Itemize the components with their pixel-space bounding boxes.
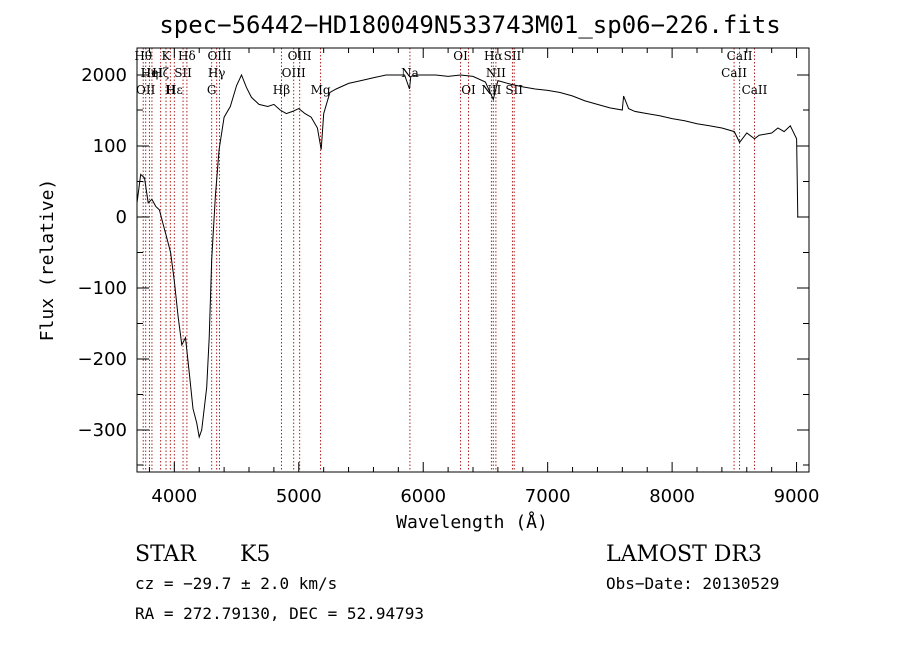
marker-label: NII: [486, 66, 506, 80]
x-tick-label: 9000: [774, 486, 820, 507]
x-tick-label: 7000: [525, 486, 571, 507]
y-tick-label: −100: [78, 278, 127, 299]
x-tick-label: 6000: [400, 486, 446, 507]
marker-label: OII: [136, 83, 156, 97]
y-tick-label: 0: [116, 207, 127, 228]
marker-label: HeI: [141, 66, 164, 80]
marker-label: OIII: [282, 66, 306, 80]
y-tick-label: 100: [93, 136, 127, 157]
x-tick-label: 8000: [649, 486, 695, 507]
x-axis-ticks: 4000 5000 6000 7000 8000 9000: [148, 48, 820, 507]
marker-label: OIII: [288, 49, 312, 63]
marker-label: Hθ: [134, 49, 152, 63]
y-tick-label: −300: [78, 420, 127, 441]
marker-label: Hα: [484, 49, 503, 63]
y-tick-label: −200: [78, 349, 127, 370]
y-axis-ticks: −300 −200 −100 0 100 2000: [78, 65, 809, 466]
marker-label: Na: [401, 66, 419, 80]
marker-label: Hδ: [178, 49, 196, 63]
marker-label: CaII: [727, 49, 753, 63]
spectral-subclass: K5: [240, 542, 270, 567]
marker-label: SII: [504, 49, 522, 63]
marker-label: Hβ: [273, 83, 290, 97]
observation-date: Obs−Date: 20130529: [606, 574, 779, 593]
marker-label: OIII: [207, 49, 231, 63]
redshift-velocity: cz = −29.7 ± 2.0 km/s: [135, 574, 337, 593]
marker-label: SII: [174, 66, 192, 80]
marker-label: OI: [461, 83, 476, 97]
marker-label: G: [207, 83, 217, 97]
marker-label: Mg: [311, 83, 331, 97]
x-tick-label: 5000: [276, 486, 322, 507]
spectrum-line: [136, 73, 799, 439]
y-tick-label: 2000: [81, 65, 127, 86]
marker-label: Hζ: [152, 66, 169, 80]
marker-label: H: [165, 83, 175, 97]
chart-title: spec−56442−HD180049N533743M01_sp06−226.f…: [159, 11, 780, 39]
marker-label: CaII: [742, 83, 768, 97]
marker-label: OI: [453, 49, 468, 63]
marker-label: K: [162, 49, 172, 63]
marker-label: Hε: [166, 83, 183, 97]
spectral-line-markers: [142, 48, 755, 472]
x-tick-label: 4000: [151, 486, 197, 507]
marker-label: Hη: [141, 66, 159, 80]
plot-frame: [136, 47, 810, 473]
survey-name: LAMOST DR3: [606, 542, 762, 567]
x-axis-label: Wavelength (Å): [396, 511, 548, 533]
y-axis-label: Flux (relative): [37, 179, 58, 342]
coordinates: RA = 272.79130, DEC = 52.94793: [135, 604, 424, 623]
marker-label: Hγ: [208, 66, 226, 80]
marker-label: CaII: [721, 66, 747, 80]
object-class: STAR: [135, 542, 197, 567]
